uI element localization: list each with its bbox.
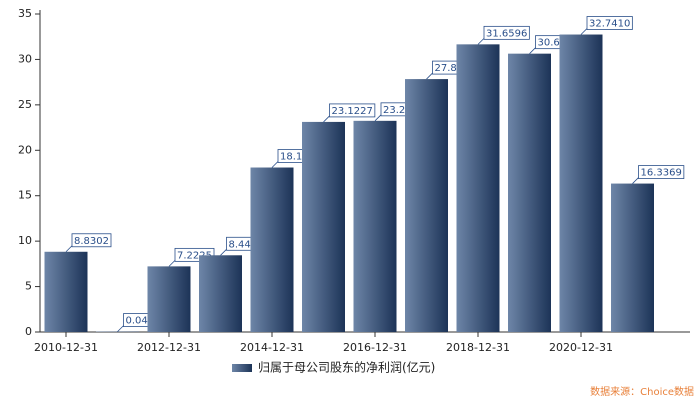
value-label: 30.6353	[538, 38, 579, 49]
y-tick-label: 35	[18, 7, 32, 20]
label-leader	[65, 245, 73, 253]
value-label: 0.0440	[126, 316, 161, 327]
label-leader	[529, 47, 536, 54]
label-box	[586, 16, 633, 30]
x-tick-label: 2012-12-31	[137, 341, 201, 354]
y-tick-label: 5	[25, 280, 32, 293]
label-box	[71, 233, 112, 248]
value-label: 8.8302	[74, 236, 109, 247]
label-leader	[323, 115, 330, 123]
y-tick-label: 15	[18, 189, 32, 202]
value-label: 23.2414	[383, 105, 424, 116]
value-label: 32.7410	[589, 19, 630, 30]
bar	[302, 121, 345, 332]
y-tick-label: 20	[18, 143, 32, 156]
bar	[508, 53, 551, 332]
x-tick-label: 2014-12-31	[240, 341, 304, 354]
legend-label: 归属于母公司股东的净利润(亿元)	[258, 360, 435, 375]
legend-swatch	[232, 364, 252, 372]
y-tick-label: 0	[25, 325, 32, 338]
bar	[250, 167, 294, 332]
value-label: 18.1036	[280, 152, 321, 163]
label-box	[483, 25, 530, 40]
bar	[199, 255, 242, 332]
label-leader	[220, 249, 227, 256]
label-leader	[374, 114, 382, 122]
value-label: 27.8361	[435, 63, 476, 74]
x-tick-label: 2016-12-31	[343, 341, 407, 354]
y-tick-label: 25	[18, 98, 32, 111]
x-tick-label: 2018-12-31	[446, 341, 510, 354]
label-leader	[426, 72, 433, 80]
bar	[611, 183, 654, 332]
bar	[147, 266, 191, 332]
source: 数据来源：Choice数据	[590, 385, 694, 398]
bar	[44, 251, 88, 332]
value-label: 23.1227	[332, 106, 373, 117]
label-leader	[117, 325, 124, 332]
value-label: 16.3369	[641, 168, 682, 179]
label-box	[638, 165, 685, 179]
value-label: 7.2225	[177, 250, 212, 261]
label-leader	[477, 38, 485, 45]
label-box	[329, 103, 376, 118]
bar	[353, 120, 397, 332]
bar	[559, 34, 603, 332]
bar	[456, 44, 500, 333]
value-label: 31.6596	[486, 28, 527, 39]
value-label: 8.4432	[229, 239, 264, 250]
label-leader	[271, 161, 279, 168]
y-tick-label: 10	[18, 234, 32, 247]
bar	[405, 79, 448, 333]
label-leader	[168, 260, 176, 267]
label-leader	[580, 28, 588, 35]
x-tick-label: 2020-12-31	[549, 341, 613, 354]
y-tick-label: 30	[18, 52, 32, 65]
x-tick-label: 2010-12-31	[34, 341, 98, 354]
label-leader	[632, 177, 639, 184]
